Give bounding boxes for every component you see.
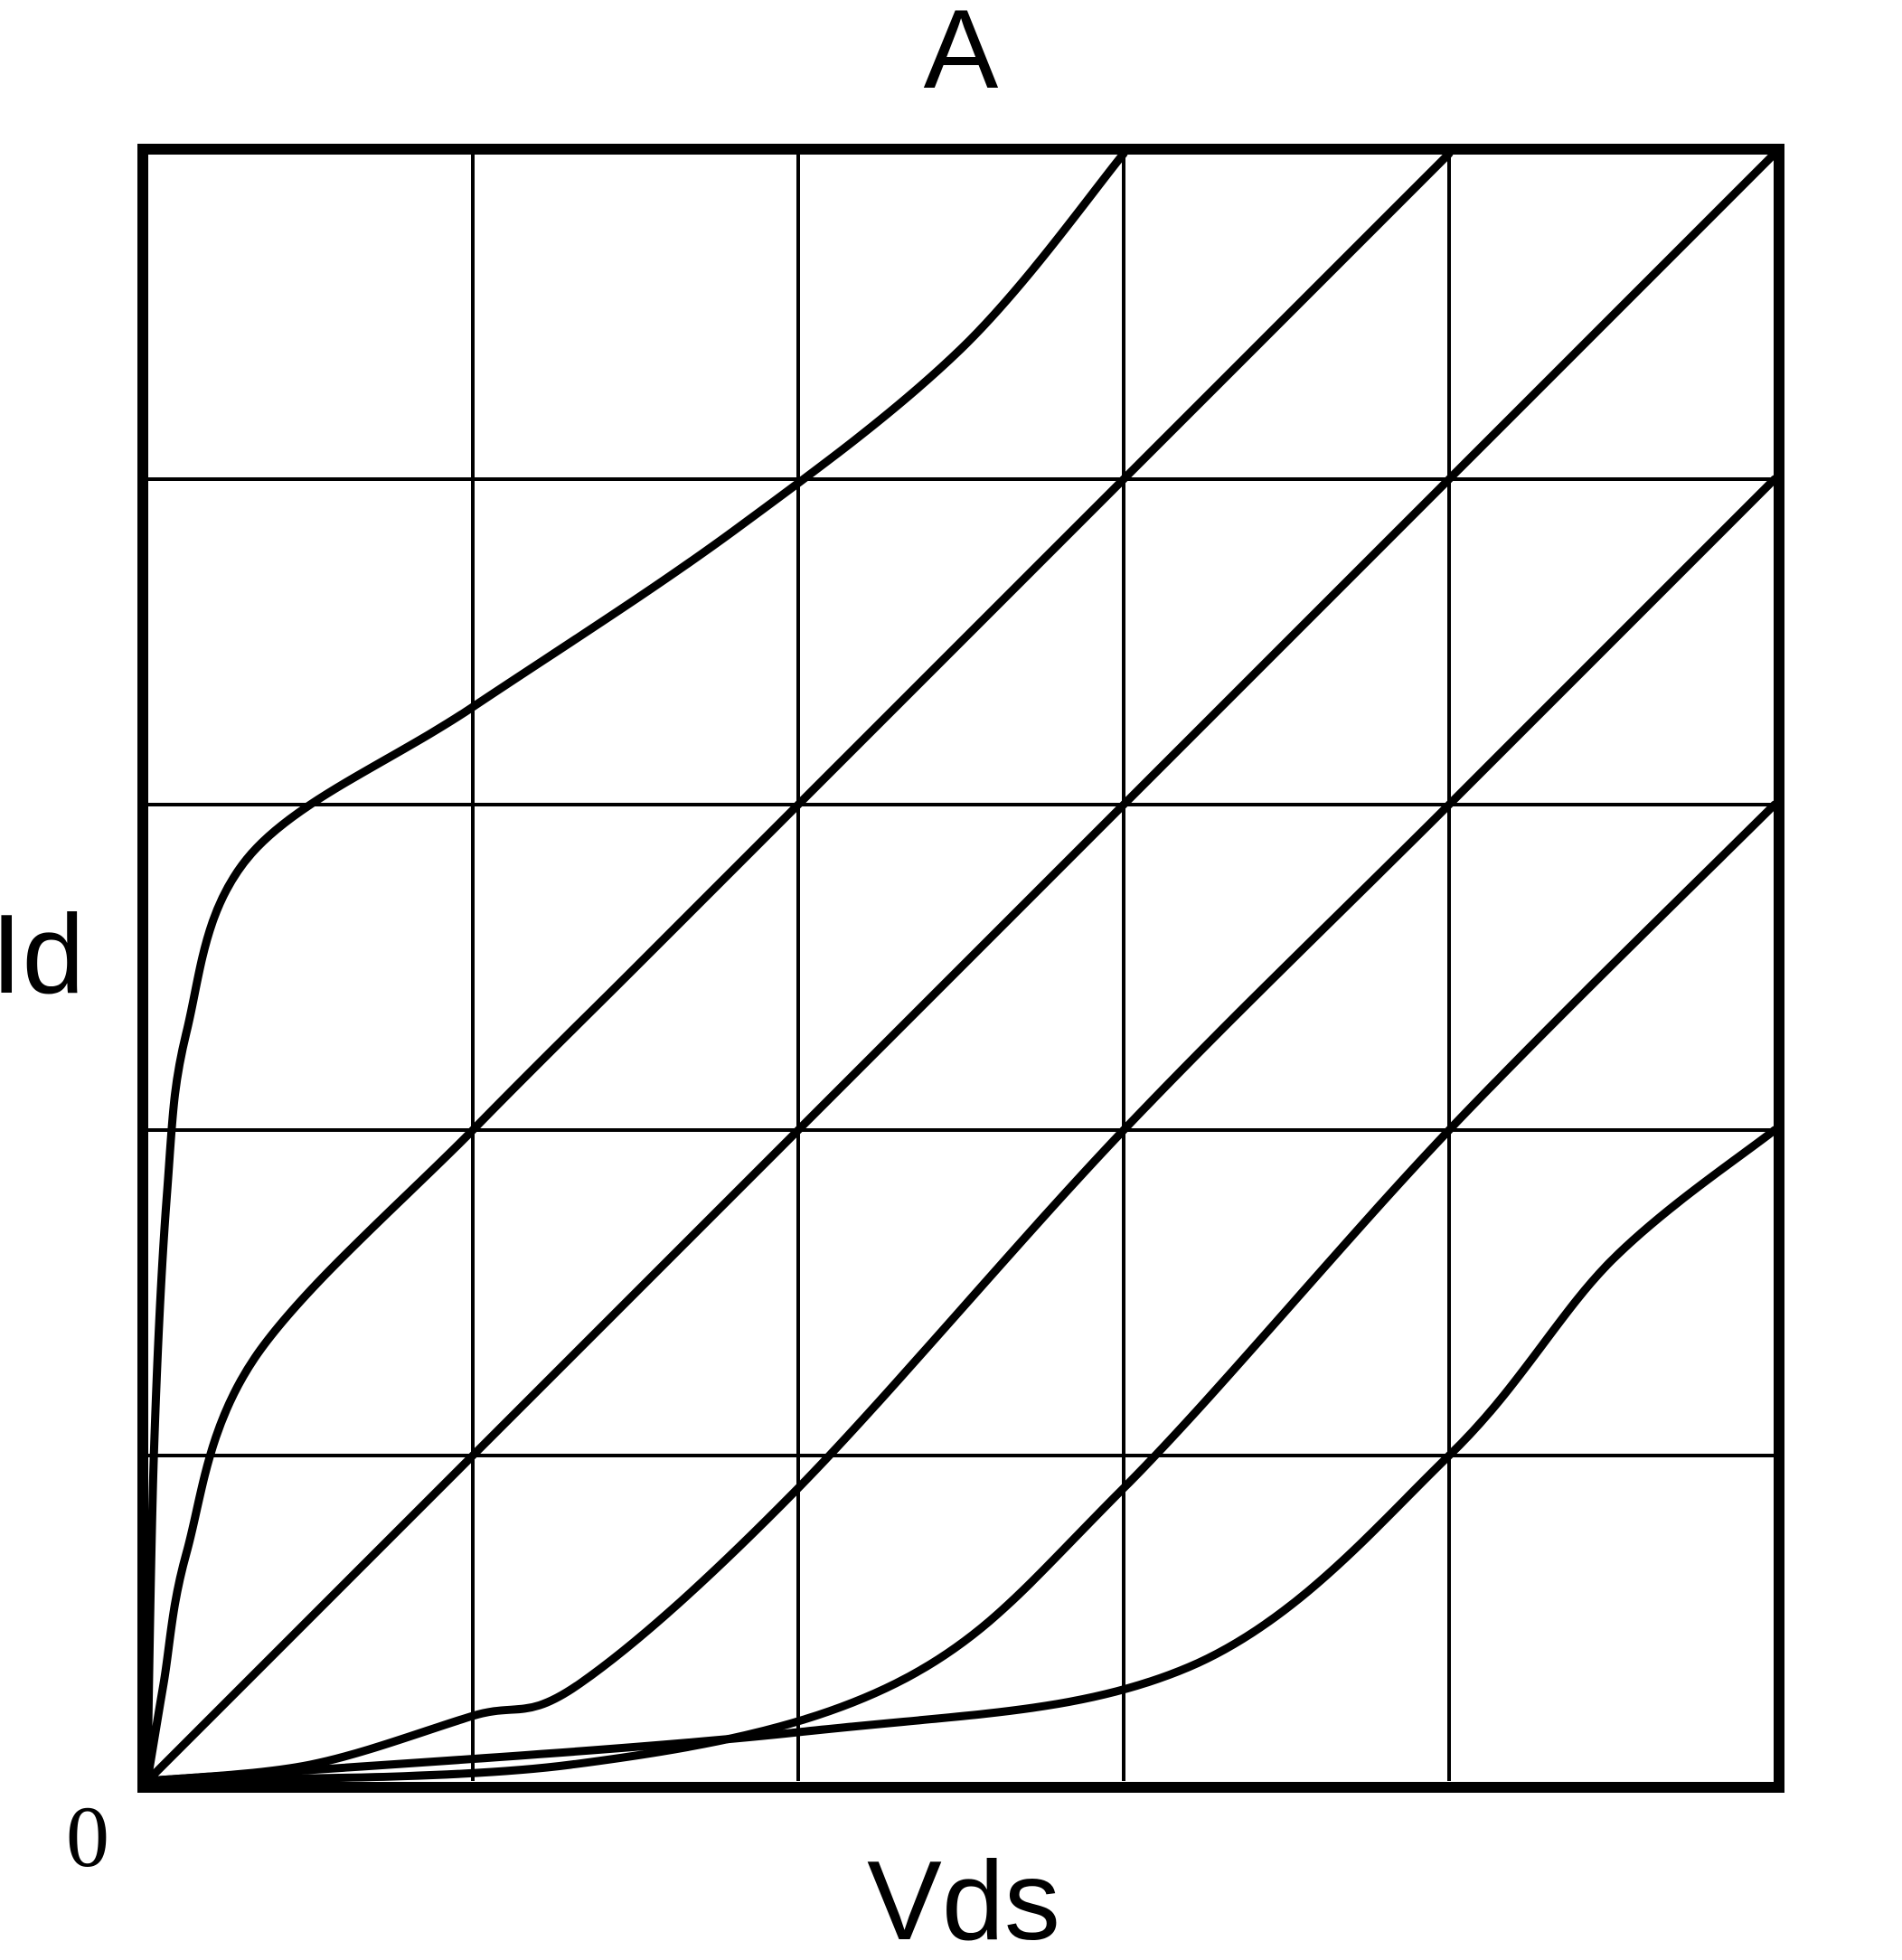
x-axis-label: Vds <box>867 1839 1060 1960</box>
series-line-1 <box>143 149 1128 1786</box>
series-line-2 <box>143 149 1454 1786</box>
series-lines <box>143 149 1779 1786</box>
series-line-4 <box>143 475 1779 1786</box>
series-line-3 <box>143 149 1779 1786</box>
y-axis-label: Id <box>0 892 84 1017</box>
grid <box>147 154 1775 1781</box>
plot-frame <box>137 144 1784 1793</box>
chart-title: A <box>924 0 999 112</box>
series-line-6 <box>143 1126 1779 1786</box>
series-line-5 <box>143 800 1779 1786</box>
origin-label: 0 <box>66 1788 109 1885</box>
